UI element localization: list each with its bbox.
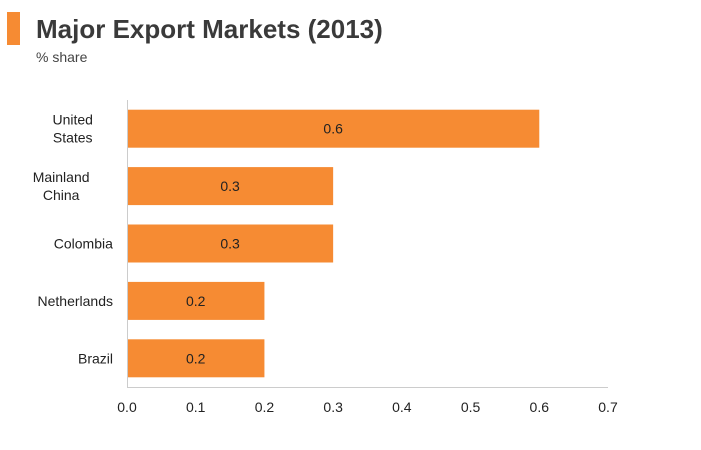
- bar-0: [128, 109, 540, 148]
- x-tick-label-3: 0.3: [323, 399, 343, 415]
- data-label-4: 0.2: [186, 350, 206, 366]
- category-label-line: Mainland: [33, 169, 90, 185]
- bar-4: [128, 339, 265, 378]
- category-label-line: Colombia: [54, 236, 113, 252]
- bar-3: [128, 281, 265, 320]
- data-label-3: 0.2: [186, 293, 206, 309]
- category-label-line: China: [43, 187, 80, 203]
- x-tick-label-0: 0.0: [117, 399, 137, 415]
- category-label-2: Colombia: [54, 236, 113, 252]
- chart-subtitle: % share: [36, 49, 88, 65]
- title-accent-bar: [7, 12, 20, 45]
- data-label-0: 0.6: [323, 121, 343, 137]
- data-label-2: 0.3: [220, 236, 240, 252]
- category-label-line: Brazil: [78, 350, 113, 366]
- category-label-0: United States: [52, 112, 92, 146]
- data-label-1: 0.3: [220, 178, 240, 194]
- x-tick-label-4: 0.4: [392, 399, 412, 415]
- category-label-line: States: [53, 130, 93, 146]
- bar-2: [128, 224, 334, 263]
- x-tick-label-7: 0.7: [598, 399, 618, 415]
- category-label-line: United: [52, 112, 92, 128]
- x-tick-label-5: 0.5: [461, 399, 481, 415]
- category-label-line: Netherlands: [38, 293, 114, 309]
- chart-title: Major Export Markets (2013): [36, 14, 383, 44]
- x-tick-label-1: 0.1: [186, 399, 206, 415]
- x-tick-label-6: 0.6: [530, 399, 550, 415]
- x-tick-label-2: 0.2: [255, 399, 275, 415]
- category-label-4: Brazil: [78, 350, 113, 366]
- bar-1: [128, 167, 334, 206]
- category-label-3: Netherlands: [38, 293, 114, 309]
- category-label-1: Mainland China: [33, 169, 90, 203]
